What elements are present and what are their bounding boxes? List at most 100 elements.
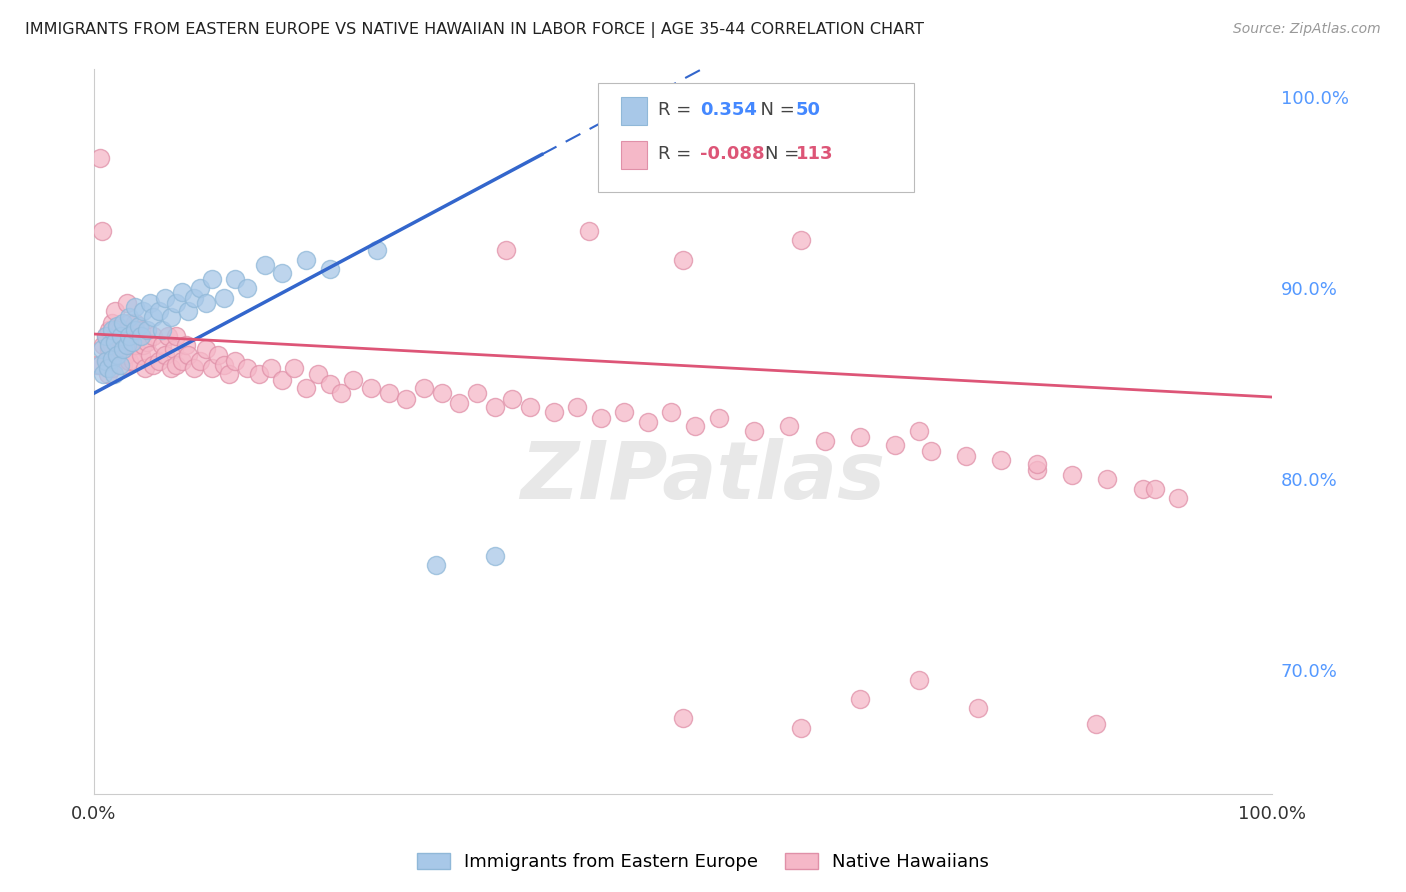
Point: [112, 316, 135, 330]
Point: [908, 425, 931, 439]
Point: [465, 386, 488, 401]
Point: [849, 430, 872, 444]
Text: IMMIGRANTS FROM EASTERN EUROPE VS NATIVE HAWAIIAN IN LABOR FORCE | AGE 35-44 COR: IMMIGRANTS FROM EASTERN EUROPE VS NATIVE…: [25, 22, 924, 38]
Point: [100, 338, 122, 352]
Point: [236, 281, 259, 295]
Point: [107, 323, 129, 337]
Point: [183, 361, 205, 376]
Point: [271, 266, 294, 280]
Point: [212, 291, 235, 305]
Point: [163, 343, 186, 357]
Point: [672, 711, 695, 725]
Point: [150, 338, 173, 352]
Point: [484, 549, 506, 563]
Point: [565, 400, 588, 414]
Point: [114, 348, 136, 362]
Point: [295, 380, 318, 394]
Point: [247, 367, 270, 381]
Point: [128, 329, 150, 343]
Point: [142, 310, 165, 324]
Point: [94, 329, 117, 343]
Point: [115, 323, 138, 337]
Point: [613, 405, 636, 419]
Point: [115, 296, 138, 310]
Point: [97, 367, 120, 381]
Point: [112, 343, 135, 357]
Point: [100, 323, 122, 337]
Point: [107, 348, 129, 362]
Point: [201, 271, 224, 285]
Point: [139, 296, 162, 310]
Point: [129, 323, 152, 337]
Point: [271, 373, 294, 387]
Text: 50: 50: [796, 101, 821, 120]
Point: [177, 348, 200, 362]
Point: [425, 558, 447, 573]
Point: [283, 361, 305, 376]
Point: [157, 329, 180, 343]
Point: [318, 262, 340, 277]
Point: [849, 691, 872, 706]
Point: [177, 304, 200, 318]
Point: [91, 343, 114, 357]
Point: [212, 358, 235, 372]
Point: [148, 353, 170, 368]
Point: [194, 296, 217, 310]
Point: [121, 353, 143, 368]
Point: [790, 234, 813, 248]
Point: [1097, 472, 1119, 486]
Point: [136, 334, 159, 349]
Point: [94, 353, 117, 368]
Point: [307, 367, 329, 381]
Point: [449, 396, 471, 410]
Point: [142, 358, 165, 372]
Point: [118, 310, 141, 324]
Point: [132, 304, 155, 318]
Point: [224, 353, 246, 368]
Point: [1084, 716, 1107, 731]
Point: [172, 353, 194, 368]
Point: [260, 361, 283, 376]
Point: [778, 418, 800, 433]
Point: [108, 323, 131, 337]
Point: [93, 338, 115, 352]
Text: Source: ZipAtlas.com: Source: ZipAtlas.com: [1233, 22, 1381, 37]
Point: [139, 348, 162, 362]
Point: [121, 334, 143, 349]
Point: [908, 673, 931, 687]
Point: [1062, 468, 1084, 483]
Point: [194, 343, 217, 357]
Point: [100, 351, 122, 366]
Point: [136, 323, 159, 337]
Point: [920, 443, 942, 458]
Point: [1167, 491, 1189, 506]
Point: [86, 358, 108, 372]
Point: [107, 353, 129, 368]
Point: [159, 310, 181, 324]
Text: ZIPatlas: ZIPatlas: [520, 438, 886, 516]
Point: [153, 348, 176, 362]
Point: [707, 411, 730, 425]
Point: [142, 329, 165, 343]
Point: [790, 721, 813, 735]
Point: [543, 405, 565, 419]
Point: [1025, 457, 1047, 471]
Point: [683, 418, 706, 433]
Point: [501, 392, 523, 406]
Point: [661, 405, 683, 419]
Point: [218, 367, 240, 381]
Point: [150, 323, 173, 337]
Point: [413, 380, 436, 394]
Point: [814, 434, 837, 448]
Point: [395, 392, 418, 406]
Point: [165, 358, 187, 372]
Point: [103, 367, 125, 381]
Point: [172, 285, 194, 299]
Point: [207, 348, 229, 362]
Point: [360, 380, 382, 394]
Point: [110, 329, 132, 343]
Point: [121, 329, 143, 343]
Text: R =: R =: [658, 145, 697, 163]
Point: [89, 358, 111, 372]
Text: 0.354: 0.354: [700, 101, 756, 120]
